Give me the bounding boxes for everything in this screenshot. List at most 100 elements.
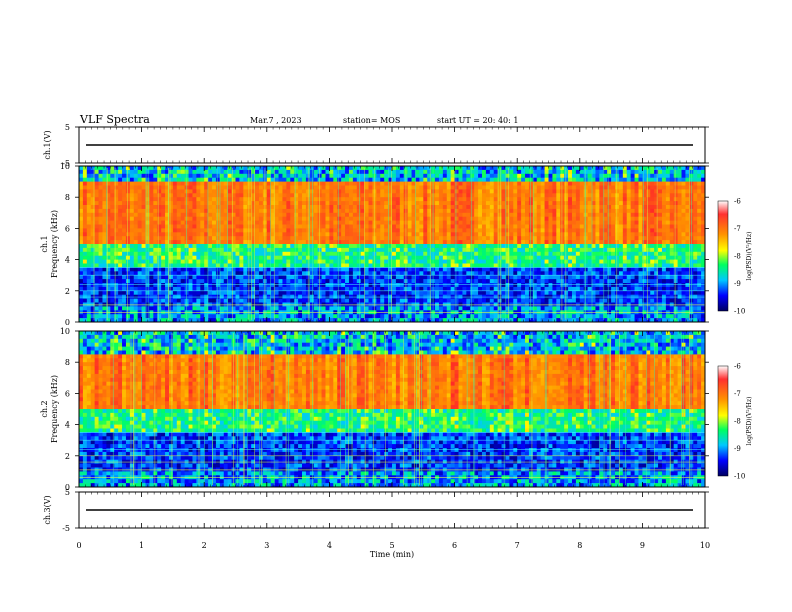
spectrogram-cell (493, 228, 499, 233)
spectrogram-cell (532, 244, 538, 249)
spectrogram-cell (372, 251, 377, 257)
spectrogram-cell (419, 244, 424, 249)
spectrogram-cell (333, 208, 338, 214)
spectrogram-cell (298, 216, 303, 221)
spectrogram-cell (478, 166, 483, 171)
spectrogram-cell (560, 251, 565, 257)
spectrogram-cell (317, 166, 322, 171)
spectrogram-cell (501, 286, 506, 292)
spectrogram-cell (321, 279, 326, 284)
spectrogram-cell (102, 220, 107, 225)
spectrogram-cell (532, 189, 538, 194)
spectrogram-cell (501, 318, 506, 323)
spectrogram-cell (501, 185, 506, 190)
spectrogram-cell (165, 173, 170, 179)
spectrogram-cell (415, 306, 420, 311)
spectrogram-cell (384, 201, 389, 206)
spectrogram-cell (239, 271, 244, 276)
spectrogram-cell (470, 224, 475, 229)
spectrogram-cell (528, 244, 534, 249)
spectrogram-cell (368, 177, 373, 182)
spectrogram-cell (110, 240, 115, 245)
spectrogram-cell (200, 290, 205, 296)
spectrogram-cell (302, 197, 307, 202)
spectrogram-cell (188, 220, 193, 225)
spectrogram-cell (255, 318, 260, 323)
spectrogram-cell (251, 193, 256, 198)
spectrogram-cell (231, 275, 236, 280)
spectrogram-cell (274, 166, 279, 171)
spectrogram-cell (423, 290, 428, 296)
spectrogram-cell (368, 166, 373, 171)
spectrogram-cell (345, 247, 350, 253)
spectrogram-cell (82, 244, 88, 249)
spectrogram-cell (79, 224, 84, 229)
spectrogram-cell (388, 173, 393, 179)
spectrogram-cell (376, 201, 381, 206)
spectrogram-cell (219, 185, 225, 190)
spectrogram-cell (274, 271, 279, 276)
spectrogram-cell (270, 236, 276, 241)
spectrogram-cell (313, 267, 319, 272)
spectrogram-cell (219, 177, 225, 182)
spectrogram-cell (188, 205, 193, 210)
spectrogram-cell (258, 259, 264, 264)
spectrogram-cell (376, 189, 381, 194)
spectrogram-cell (474, 247, 479, 253)
spectrogram-cell (200, 247, 205, 253)
spectrogram-cell (548, 232, 553, 237)
spectrogram-cell (536, 193, 542, 198)
spectrogram-cell (98, 236, 103, 241)
spectrogram-cell (294, 189, 299, 194)
spectrogram-cell (485, 236, 491, 241)
spectrogram-cell (360, 185, 366, 190)
spectrogram-cell (118, 197, 123, 202)
spectrogram-cell (98, 220, 103, 225)
spectrogram-cell (317, 228, 322, 233)
spectrogram-cell (352, 189, 358, 194)
spectrogram-cell (208, 212, 213, 218)
spectrogram-cell (274, 197, 279, 202)
spectrogram-cell (235, 314, 240, 319)
spectrogram-cell (352, 193, 358, 198)
spectrogram-cell (141, 251, 146, 257)
spectrogram-cell (168, 240, 174, 245)
spectrogram-cell (133, 185, 139, 190)
spectrogram-cell (478, 189, 483, 194)
spectrogram-cell (505, 271, 510, 276)
spectrogram-cell (98, 216, 103, 221)
spectrogram-cell (552, 185, 557, 190)
spectrogram-cell (442, 173, 448, 179)
spectrogram-cell (208, 306, 213, 311)
spectrogram-cell (258, 201, 264, 206)
spectrogram-cell (266, 267, 272, 272)
spectrogram-cell (341, 298, 346, 303)
spectrogram-cell (536, 247, 542, 253)
spectrogram-cell (94, 220, 99, 225)
spectrogram-cell (172, 306, 178, 311)
spectrogram-cell (466, 251, 471, 257)
spectrogram-cell (356, 255, 362, 260)
spectrogram-cell (481, 259, 487, 264)
spectrogram-cell (110, 263, 115, 268)
spectrogram-cell (172, 240, 178, 245)
spectrogram-cell (180, 255, 186, 260)
spectrogram-cell (153, 236, 158, 241)
spectrogram-cell (372, 232, 377, 237)
spectrogram-cell (509, 197, 514, 202)
spectrogram-cell (208, 185, 213, 190)
spectrogram-cell (161, 306, 166, 311)
spectrogram-cell (274, 185, 279, 190)
spectrogram-cell (505, 244, 510, 249)
spectrogram-cell (168, 201, 174, 206)
spectrogram-cell (384, 173, 389, 179)
spectrogram-cell (333, 201, 338, 206)
spectrogram-cell (474, 232, 479, 237)
spectrogram-cell (153, 263, 158, 268)
spectrogram-cell (149, 279, 154, 284)
spectrogram-cell (509, 236, 514, 241)
spectrogram-cell (548, 197, 553, 202)
spectrogram-cell (309, 212, 315, 218)
spectrogram-cell (360, 290, 366, 296)
spectrogram-cell (329, 228, 334, 233)
